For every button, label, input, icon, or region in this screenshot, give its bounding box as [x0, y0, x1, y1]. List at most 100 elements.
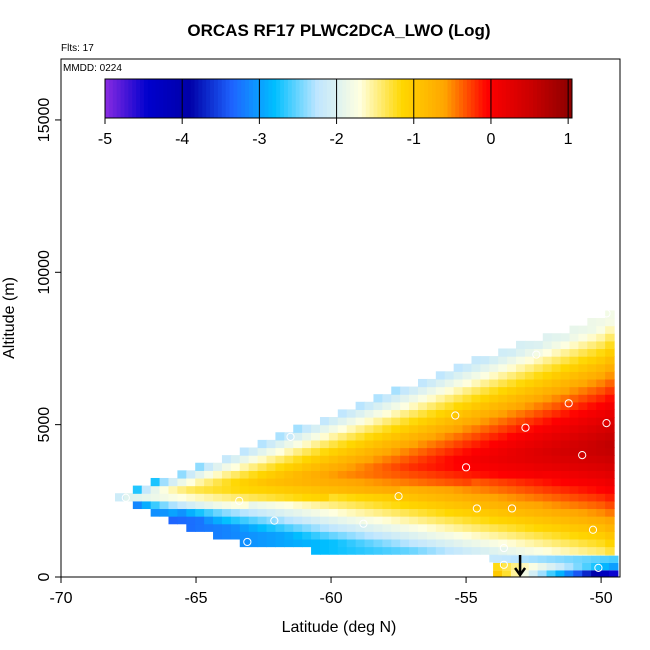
flights-annotation: Flts: 17: [61, 43, 94, 54]
heatmap-cell: [453, 447, 464, 456]
heatmap-cell: [507, 477, 517, 487]
heatmap-cell: [587, 516, 597, 525]
heatmap-cell: [605, 325, 615, 334]
colorbar-segment: [498, 79, 503, 118]
heatmap-cell: [346, 500, 357, 510]
colorbar-segment: [272, 79, 277, 118]
colorbar-segment: [245, 79, 250, 118]
colorbar-segment: [186, 79, 192, 118]
heatmap-cell: [489, 356, 499, 365]
heatmap-cell: [293, 477, 303, 487]
heatmap-cell: [453, 477, 464, 487]
heatmap-cell: [507, 493, 517, 502]
heatmap-cell: [507, 516, 517, 525]
heatmap-cell: [542, 546, 553, 555]
heatmap-cell: [551, 462, 562, 471]
heatmap-cell: [346, 470, 357, 479]
heatmap-cell: [328, 523, 339, 532]
heatmap-cell: [204, 485, 214, 494]
heatmap-cell: [302, 424, 312, 433]
marker-arrow-head: [514, 567, 527, 578]
heatmap-cell: [444, 523, 455, 532]
heatmap-cell: [426, 546, 437, 555]
heatmap-cell: [471, 409, 481, 418]
heatmap-cell: [471, 531, 481, 540]
heatmap-cell: [382, 432, 392, 441]
heatmap-cell: [498, 363, 508, 372]
colorbar-segment: [233, 79, 238, 118]
heatmap-cell: [355, 470, 366, 479]
heatmap-cell: [319, 546, 330, 555]
heatmap-cell: [132, 493, 143, 502]
heatmap-cell: [213, 462, 223, 471]
sample-point: [359, 519, 368, 528]
heatmap-cell: [435, 409, 446, 418]
heatmap-cell: [426, 470, 437, 479]
heatmap-cell: [319, 424, 330, 433]
heatmap-cell: [435, 523, 446, 532]
heatmap-cell: [444, 401, 455, 411]
heatmap-cell: [150, 485, 161, 494]
heatmap-cell: [177, 516, 187, 525]
heatmap-cell: [551, 348, 562, 357]
colorbar-segment: [548, 79, 554, 118]
heatmap-cell: [587, 538, 597, 548]
heatmap-cell: [382, 462, 392, 471]
heatmap-cell: [435, 508, 446, 517]
heatmap-cell: [311, 546, 321, 555]
strip-cell: [510, 555, 521, 563]
heatmap-cell: [239, 508, 250, 517]
heatmap-cell: [293, 455, 303, 464]
heatmap-cell: [596, 348, 606, 357]
heatmap-cell: [498, 417, 508, 426]
strip-cell: [608, 555, 619, 563]
colorbar-segment: [517, 79, 522, 118]
heatmap-cell: [355, 546, 366, 555]
heatmap-cell: [533, 363, 544, 372]
heatmap-cell: [400, 386, 410, 395]
heatmap-cell: [569, 348, 580, 357]
heatmap-cell: [498, 424, 508, 433]
strip-cell: [519, 555, 530, 563]
heatmap-cell: [382, 455, 392, 464]
heatmap-cell: [551, 432, 562, 441]
heatmap-cell: [426, 531, 437, 540]
heatmap-cell: [569, 470, 580, 479]
colorbar-segment: [190, 79, 196, 118]
heatmap-cell: [489, 363, 499, 372]
heatmap-cell: [373, 485, 383, 494]
heatmap-cell: [542, 378, 553, 388]
heatmap-cell: [311, 538, 321, 548]
heatmap-cell: [551, 378, 562, 388]
heatmap-cell: [489, 485, 499, 494]
heatmap-cell: [435, 493, 446, 502]
heatmap-cell: [507, 455, 517, 464]
x-tick-label: -60: [319, 590, 342, 607]
heatmap-cell: [605, 516, 615, 525]
heatmap-cell: [462, 508, 473, 517]
heatmap-cell: [578, 394, 588, 403]
heatmap-cell: [257, 470, 268, 479]
colorbar-segment: [128, 79, 133, 118]
heatmap-cell: [400, 432, 410, 441]
heatmap-cell: [275, 508, 285, 517]
heatmap-cell: [480, 485, 490, 494]
colorbar-segment: [385, 79, 390, 118]
sample-point: [602, 419, 611, 428]
heatmap-cell: [391, 516, 401, 525]
heatmap-cell: [524, 447, 535, 456]
heatmap-cell: [507, 470, 517, 479]
heatmap-cell: [284, 447, 294, 456]
heatmap-cell: [569, 439, 580, 449]
heatmap-cell: [507, 356, 517, 365]
strip-cell: [555, 562, 565, 571]
heatmap-cell: [444, 538, 455, 548]
heatmap-cell: [391, 447, 401, 456]
heatmap-cell: [596, 447, 606, 456]
heatmap-cell: [275, 477, 285, 487]
heatmap-field: [115, 310, 615, 563]
heatmap-cell: [159, 485, 170, 494]
heatmap-cell: [524, 340, 535, 350]
heatmap-cell: [418, 378, 428, 388]
sample-point: [532, 350, 541, 359]
